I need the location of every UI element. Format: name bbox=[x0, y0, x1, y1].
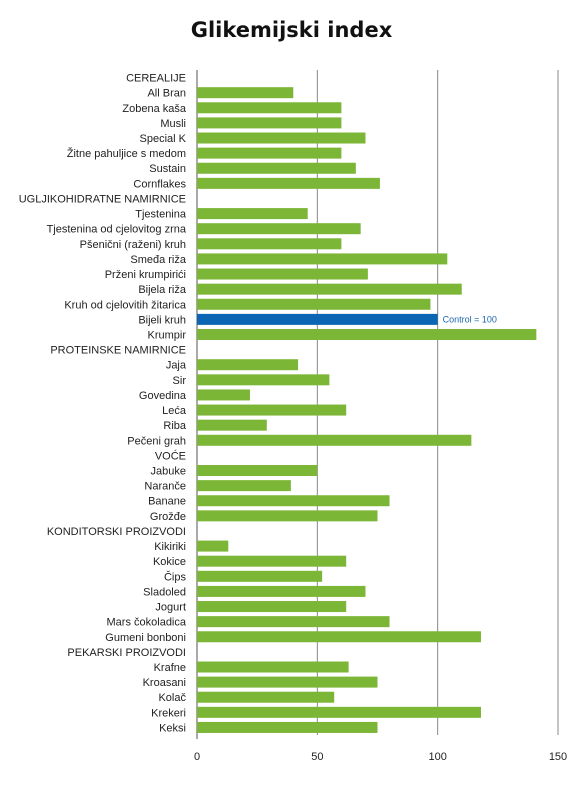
category-label: KONDITORSKI PROIZVODI bbox=[47, 526, 186, 538]
category-label: Žitne pahuljice s medom bbox=[67, 147, 186, 160]
bar bbox=[197, 419, 267, 431]
category-label: Smeđa riža bbox=[130, 254, 187, 266]
category-label: Bijeli kruh bbox=[138, 314, 186, 326]
category-label: Čips bbox=[164, 570, 187, 583]
bar bbox=[197, 147, 342, 159]
category-label: Krumpir bbox=[147, 329, 186, 341]
category-label: Jogurt bbox=[155, 602, 186, 614]
bar bbox=[197, 268, 368, 280]
bar bbox=[197, 283, 462, 295]
bar bbox=[197, 661, 349, 673]
bar bbox=[197, 162, 356, 174]
category-label: VOĆE bbox=[155, 449, 186, 462]
bar bbox=[197, 434, 472, 446]
bars bbox=[197, 87, 537, 733]
bar bbox=[197, 87, 294, 99]
x-tick-label-150: 150 bbox=[549, 751, 567, 763]
category-label: Naranče bbox=[144, 481, 186, 493]
category-label: Jaja bbox=[166, 360, 187, 372]
category-label: Banane bbox=[148, 496, 186, 508]
bar bbox=[197, 404, 347, 416]
chart-title: Glikemijski index bbox=[190, 18, 393, 42]
bar bbox=[197, 465, 318, 477]
category-label: Tjestenina od cjelovitog zrna bbox=[47, 224, 187, 236]
category-label: Mars čokoladica bbox=[107, 617, 187, 629]
category-label: CEREALIJE bbox=[126, 73, 186, 85]
bar bbox=[197, 102, 342, 114]
bar bbox=[197, 132, 366, 144]
category-label: Sir bbox=[173, 375, 187, 387]
bar bbox=[197, 223, 361, 235]
category-label: Tjestenina bbox=[135, 209, 187, 221]
category-label: PROTEINSKE NAMIRNICE bbox=[50, 345, 186, 357]
bar bbox=[197, 480, 291, 492]
bar bbox=[197, 721, 378, 733]
bar bbox=[197, 706, 481, 718]
category-label: Krekeri bbox=[151, 707, 186, 719]
bar bbox=[197, 691, 335, 703]
category-label: Gumeni bonboni bbox=[105, 632, 186, 644]
category-label: Krafne bbox=[154, 662, 186, 674]
bar bbox=[197, 389, 250, 401]
bar bbox=[197, 555, 347, 567]
bar bbox=[197, 570, 323, 582]
category-label: Pečeni grah bbox=[127, 435, 186, 447]
bar bbox=[197, 616, 390, 628]
bar bbox=[197, 585, 366, 597]
category-label: Govedina bbox=[139, 390, 187, 402]
bar bbox=[197, 510, 378, 522]
bar-highlighted bbox=[197, 313, 438, 325]
x-tick-label-50: 50 bbox=[311, 751, 323, 763]
category-label: Special K bbox=[140, 133, 187, 145]
bar bbox=[197, 676, 378, 688]
bar bbox=[197, 631, 481, 643]
bar bbox=[197, 253, 448, 265]
category-label: Kikiriki bbox=[154, 541, 186, 553]
bar bbox=[197, 359, 299, 371]
x-tick-label-0: 0 bbox=[194, 751, 200, 763]
category-label: Zobena kaša bbox=[122, 103, 186, 115]
category-label: Pšenični (raženi) kruh bbox=[80, 239, 186, 251]
bar bbox=[197, 208, 308, 220]
bar bbox=[197, 117, 342, 129]
bar bbox=[197, 177, 380, 189]
x-axis: 0 50 100 150 bbox=[194, 751, 567, 763]
bar bbox=[197, 328, 537, 340]
category-label: Jabuke bbox=[151, 466, 186, 478]
category-label: Riba bbox=[163, 420, 187, 432]
bar bbox=[197, 238, 342, 250]
category-label: Bijela riža bbox=[138, 284, 187, 296]
bar bbox=[197, 495, 390, 507]
category-label: Kroasani bbox=[143, 677, 186, 689]
category-label: Sladoled bbox=[143, 586, 186, 598]
category-label: Kokice bbox=[153, 556, 186, 568]
category-label: Prženi krumpirići bbox=[105, 269, 186, 281]
bar bbox=[197, 601, 347, 613]
bar bbox=[197, 540, 229, 552]
category-label: UGLJIKOHIDRATNE NAMIRNICE bbox=[19, 193, 186, 205]
bar bbox=[197, 298, 431, 310]
category-label: Grožđe bbox=[150, 511, 186, 523]
category-label: Keksi bbox=[159, 722, 186, 734]
category-label: Leća bbox=[162, 405, 187, 417]
category-label: All Bran bbox=[147, 88, 186, 100]
category-label: Sustain bbox=[149, 163, 186, 175]
category-label: Cornflakes bbox=[133, 178, 186, 190]
category-label: Musli bbox=[160, 118, 186, 130]
control-annotation: Control = 100 bbox=[443, 314, 497, 324]
bar bbox=[197, 374, 330, 386]
category-label: Kruh od cjelovitih žitarica bbox=[64, 299, 187, 311]
category-labels: CEREALIJE All Bran Zobena kaša Musli Special… bbox=[19, 73, 187, 735]
category-label: Kolač bbox=[158, 692, 186, 704]
category-label: PEKARSKI PROIZVODI bbox=[67, 647, 186, 659]
annotations: Control = 100 bbox=[443, 314, 497, 324]
x-tick-label-100: 100 bbox=[428, 751, 446, 763]
